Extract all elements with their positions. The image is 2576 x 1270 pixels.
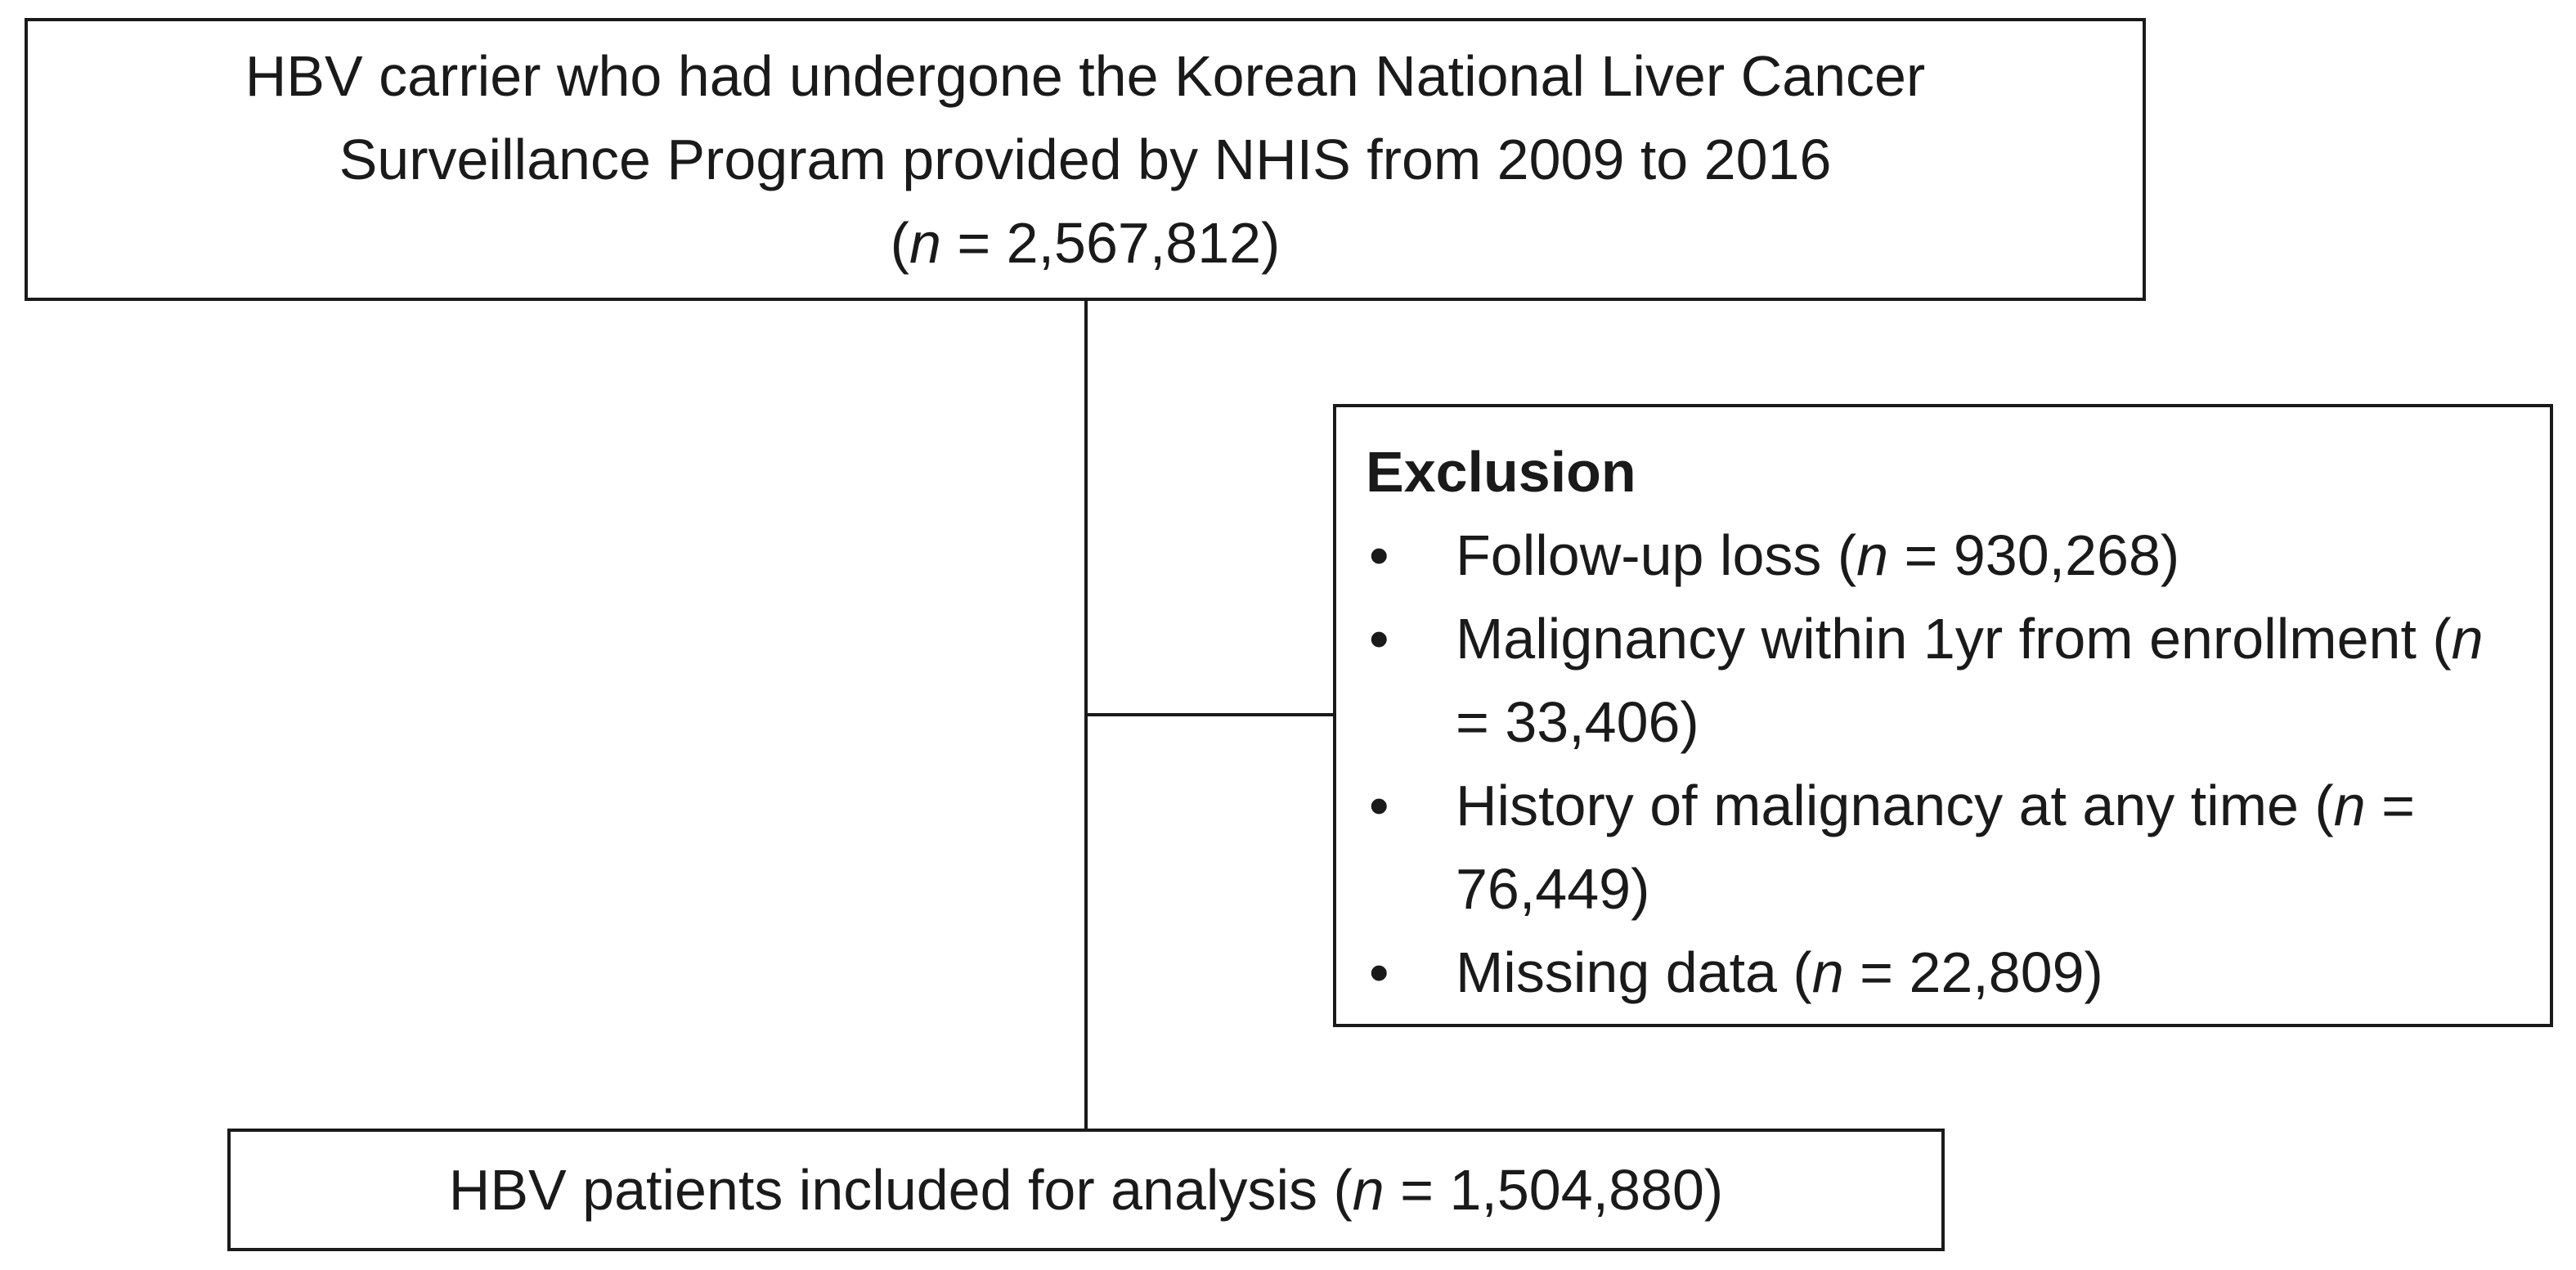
n-symbol: n [909, 211, 941, 275]
count-open-paren: ( [890, 211, 909, 275]
exclusion-connector [1084, 713, 1333, 716]
bullet: • [1369, 774, 1389, 837]
source-population-line-1: HBV carrier who had undergone the Korean… [245, 44, 1926, 108]
source-population-box: HBV carrier who had undergone the Korean… [25, 18, 2146, 301]
bullet: • [1369, 940, 1389, 1004]
exclusion-item-follow-up-loss: • Follow-up loss (n = 930,268) [1366, 514, 2525, 597]
count-value: = 2,567,812) [940, 211, 1281, 275]
analysis-population-box: HBV patients included for analysis (n = … [227, 1129, 1945, 1251]
bullet: • [1369, 607, 1389, 671]
exclusion-box: Exclusion • Follow-up loss (n = 930,268)… [1333, 404, 2553, 1027]
exclusion-item-history-of-malignancy: • History of malignancy at any time (n =… [1366, 764, 2525, 931]
exclusion-item-text: History of malignancy at any time (n = 7… [1456, 774, 2415, 921]
exclusion-item-missing-data: • Missing data (n = 22,809) [1366, 931, 2525, 1014]
source-population-line-2: Surveillance Program provided by NHIS fr… [339, 128, 1832, 191]
source-population-count: (n = 2,567,812) [891, 201, 1281, 285]
bullet: • [1369, 523, 1389, 587]
exclusion-item-malignancy-within-1yr: • Malignancy within 1yr from enrollment … [1366, 597, 2525, 764]
exclusion-item-text: Follow-up loss (n = 930,268) [1456, 523, 2180, 587]
exclusion-item-text: Missing data (n = 22,809) [1456, 940, 2103, 1004]
analysis-population-text: HBV patients included for analysis (n = … [448, 1158, 1724, 1222]
exclusion-title: Exclusion [1366, 440, 1636, 504]
exclusion-item-text: Malignancy within 1yr from enrollment (n… [1456, 607, 2484, 754]
